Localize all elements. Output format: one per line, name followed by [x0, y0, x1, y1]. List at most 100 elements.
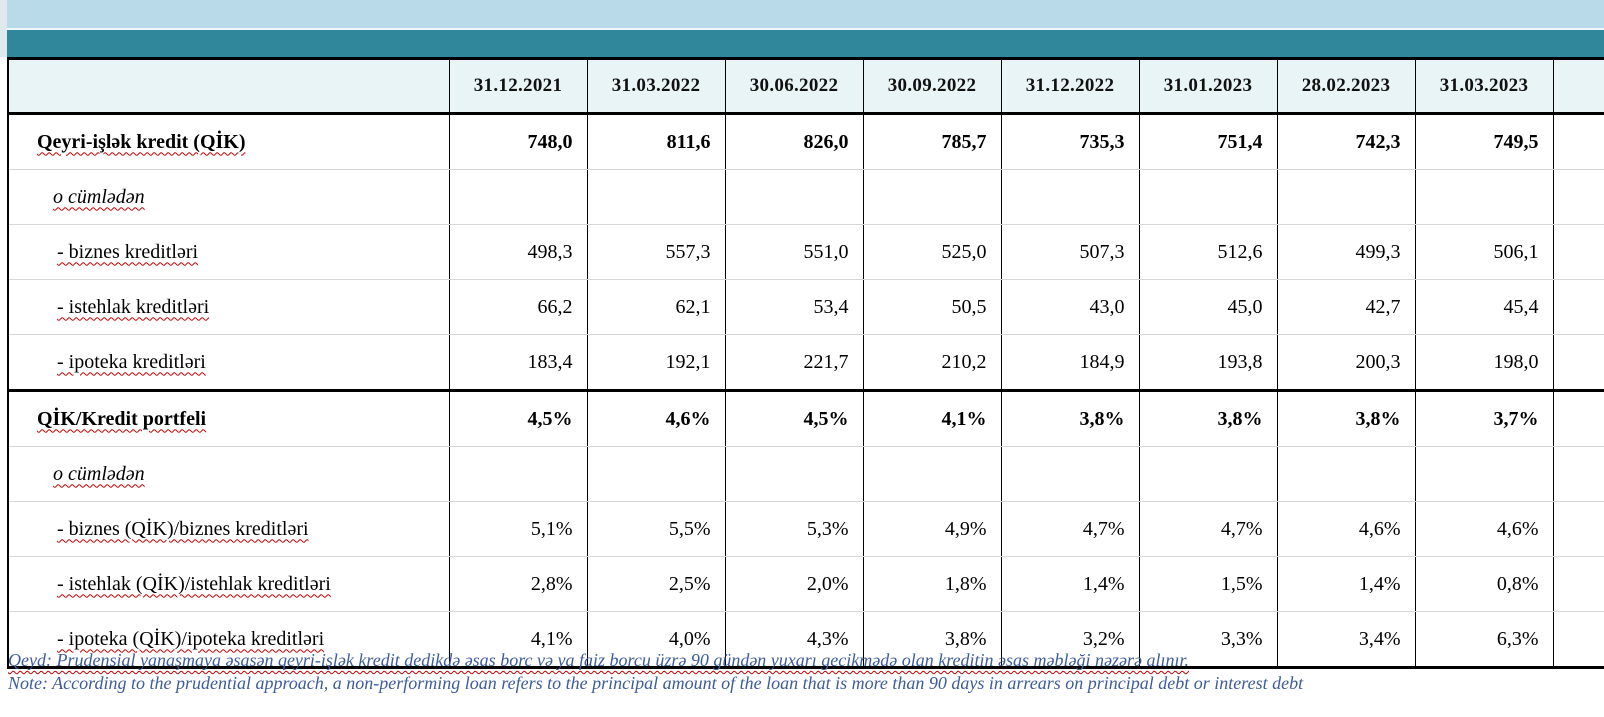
row-label-text: o cümlədən	[53, 462, 145, 485]
cell-value: 221,7	[725, 334, 864, 391]
teal-title-band	[7, 30, 1604, 57]
cell-value: 4,7%	[1001, 501, 1140, 557]
cell-value: 62,1	[587, 279, 726, 335]
cell-value: 1,8%	[863, 556, 1002, 612]
cell-value: 3,8%	[863, 611, 1002, 668]
cell-value: 45,4	[1415, 279, 1554, 335]
cell-value: 2,5%	[587, 556, 726, 612]
partial-cell	[1553, 224, 1604, 280]
cell-value: 551,0	[725, 224, 864, 280]
table-header-row: 31.12.2021 31.03.2022 30.06.2022 30.09.2022…	[8, 58, 1604, 115]
cell-value: 4,9%	[863, 501, 1002, 557]
row-label: - biznes kreditləri	[8, 224, 450, 280]
cell-value	[725, 446, 864, 502]
npl-table: 31.12.2021 31.03.2022 30.06.2022 30.09.2022…	[7, 57, 1604, 669]
cell-value: 499,3	[1277, 224, 1416, 280]
table-row: o cümlədən	[8, 446, 1604, 502]
npl-table-container: 31.12.2021 31.03.2022 30.06.2022 30.09.2022…	[7, 57, 1604, 669]
cell-value	[1277, 446, 1416, 502]
partial-cell	[1553, 446, 1604, 502]
cell-value: 3,8%	[1139, 389, 1278, 447]
cell-value	[863, 446, 1002, 502]
note-english-text: Note: According to the prudential approa…	[8, 673, 1304, 693]
row-label: o cümlədən	[8, 446, 450, 502]
cell-value: 5,3%	[725, 501, 864, 557]
row-label: - ipoteka (QİK)/ipoteka kreditləri	[8, 611, 450, 668]
cell-value: 4,6%	[1277, 501, 1416, 557]
partial-header-cell	[1553, 58, 1604, 115]
cell-value	[1415, 169, 1554, 225]
cell-value: 1,4%	[1001, 556, 1140, 612]
cell-value: 525,0	[863, 224, 1002, 280]
note-azerbaijani: Qeyd: Prudensial yanaşmaya əsasən qeyri-…	[8, 649, 1598, 672]
cell-value: 53,4	[725, 279, 864, 335]
column-header-31.03.2022: 31.03.2022	[587, 58, 726, 115]
cell-value: 4,3%	[725, 611, 864, 668]
cell-value: 1,4%	[1277, 556, 1416, 612]
row-label-text: - istehlak (QİK)/istehlak kreditləri	[57, 572, 331, 595]
cell-value: 507,3	[1001, 224, 1140, 280]
cell-value: 4,5%	[725, 389, 864, 447]
column-header-30.06.2022: 30.06.2022	[725, 58, 864, 115]
cell-value: 785,7	[863, 113, 1002, 170]
cell-value: 4,5%	[449, 389, 588, 447]
cell-value: 198,0	[1415, 334, 1554, 391]
row-label-text: o cümlədən	[53, 185, 145, 208]
partial-cell	[1553, 501, 1604, 557]
cell-value: 3,8%	[1277, 389, 1416, 447]
column-header-31.03.2023: 31.03.2023	[1415, 58, 1554, 115]
row-label-text: Qeyri-işlək kredit (QİK)	[37, 130, 246, 153]
cell-value: 4,1%	[863, 389, 1002, 447]
cell-value: 4,6%	[1415, 501, 1554, 557]
cell-value: 3,7%	[1415, 389, 1554, 447]
cell-value	[725, 169, 864, 225]
cell-value	[1001, 446, 1140, 502]
cell-value: 811,6	[587, 113, 726, 170]
cell-value: 42,7	[1277, 279, 1416, 335]
partial-cell	[1553, 556, 1604, 612]
cell-value: 4,1%	[449, 611, 588, 668]
cell-value: 200,3	[1277, 334, 1416, 391]
cell-value	[1139, 169, 1278, 225]
column-header-31.12.2021: 31.12.2021	[449, 58, 588, 115]
row-label: o cümlədən	[8, 169, 450, 225]
row-label-text: QİK/Kredit portfeli	[37, 407, 207, 430]
row-label-text: - ipoteka kreditləri	[57, 350, 206, 373]
cell-value	[587, 169, 726, 225]
cell-value	[1415, 446, 1554, 502]
cell-value: 6,3%	[1415, 611, 1554, 668]
column-header-30.09.2022: 30.09.2022	[863, 58, 1002, 115]
cell-value: 4,6%	[587, 389, 726, 447]
table-row: QİK/Kredit portfeli 4,5% 4,6% 4,5% 4,1% 3,8% 3…	[8, 389, 1604, 447]
cell-value: 2,0%	[725, 556, 864, 612]
cell-value: 498,3	[449, 224, 588, 280]
column-header-31.01.2023: 31.01.2023	[1139, 58, 1278, 115]
cell-value: 749,5	[1415, 113, 1554, 170]
cell-value: 184,9	[1001, 334, 1140, 391]
corner-header-cell	[8, 58, 450, 115]
cell-value: 192,1	[587, 334, 726, 391]
cell-value: 210,2	[863, 334, 1002, 391]
table-row: - istehlak kreditləri 66,2 62,1 53,4 50,5 43,…	[8, 279, 1604, 335]
cell-value: 3,3%	[1139, 611, 1278, 668]
cell-value: 50,5	[863, 279, 1002, 335]
partial-cell	[1553, 279, 1604, 335]
cell-value: 183,4	[449, 334, 588, 391]
table-row: - biznes kreditləri 498,3 557,3 551,0 525,0 5…	[8, 224, 1604, 280]
cell-value	[449, 446, 588, 502]
partial-cell	[1553, 169, 1604, 225]
table-row: - ipoteka kreditləri 183,4 192,1 221,7 210,2…	[8, 334, 1604, 391]
row-label: - biznes (QİK)/biznes kreditləri	[8, 501, 450, 557]
cell-value: 751,4	[1139, 113, 1278, 170]
cell-value: 512,6	[1139, 224, 1278, 280]
note-azerbaijani-text: Qeyd: Prudensial yanaşmaya əsasən qeyri-…	[8, 650, 1190, 670]
table-row: - ipoteka (QİK)/ipoteka kreditləri 4,1% 4,…	[8, 611, 1604, 668]
row-label-text: - ipoteka (QİK)/ipoteka kreditləri	[57, 627, 325, 650]
cell-value: 193,8	[1139, 334, 1278, 391]
cell-value	[1139, 446, 1278, 502]
partial-cell	[1553, 113, 1604, 170]
cell-value: 2,8%	[449, 556, 588, 612]
row-label: - istehlak kreditləri	[8, 279, 450, 335]
cell-value: 3,8%	[1001, 389, 1140, 447]
cell-value: 557,3	[587, 224, 726, 280]
